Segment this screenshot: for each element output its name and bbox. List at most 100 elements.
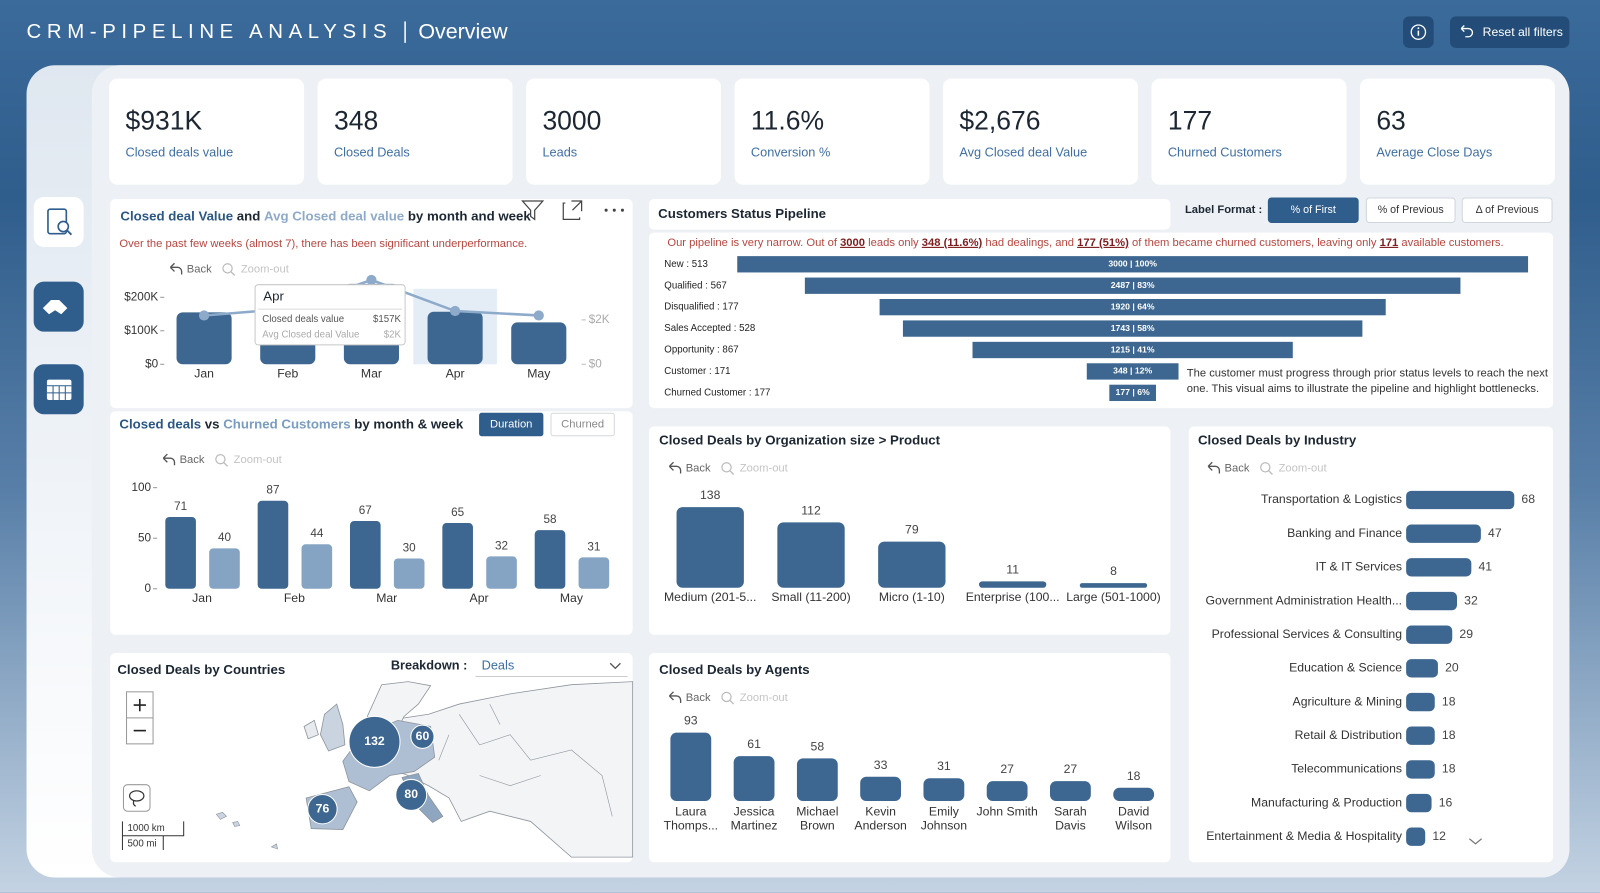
zoom-icon[interactable] [721,462,732,473]
more-dot[interactable] [604,208,608,212]
back-icon[interactable] [162,453,176,466]
bubble-label: 76 [316,801,330,815]
info-icon[interactable] [1417,27,1420,30]
annotation-figure: 348 (11.6%) [922,237,983,249]
focus-icon[interactable] [562,200,583,220]
more-dot[interactable] [612,208,616,212]
toggle-label[interactable]: Churned [561,418,604,430]
zoom-out-button[interactable]: Zoom-out [241,263,290,275]
toggle-label[interactable]: Duration [490,418,532,430]
nav-deals[interactable] [33,281,84,332]
dropdown-chevron[interactable] [609,662,621,670]
back-icon[interactable] [1207,461,1221,474]
dropdown-value[interactable]: Deals [482,658,515,673]
nav-icon[interactable] [46,385,72,400]
bar [257,500,289,589]
line-point [198,310,210,321]
label-format-option[interactable]: % of First [1291,204,1336,216]
back-button[interactable]: Back [187,263,212,275]
label-format-option[interactable]: Δ of Previous [1476,204,1539,216]
lasso-button[interactable] [122,784,151,812]
nav-calendar[interactable] [33,364,84,415]
zoom-icon[interactable] [729,470,735,475]
zoom-icon[interactable] [721,691,732,703]
value-label: 20 [1445,661,1459,675]
zoom-icon[interactable] [222,263,233,274]
bubble-label: 60 [416,729,430,743]
more-options[interactable] [604,208,624,212]
annotation: Over the past few weeks (almost 7), ther… [119,238,527,250]
reset-button-bg[interactable] [1449,16,1570,48]
reset-icon[interactable] [1460,25,1474,38]
panel [648,198,1171,230]
x-tick-label: May [527,367,551,381]
toggle-button[interactable] [550,412,615,437]
bar [777,522,845,588]
map-island [215,811,278,850]
zoom-icon[interactable] [223,462,229,467]
bar [1406,524,1481,543]
zoom-out-button[interactable]: Zoom-out [740,462,789,474]
zoom-out-button[interactable]: Zoom-out [740,692,789,704]
back-button[interactable]: Back [1224,462,1249,474]
back-icon[interactable] [169,262,183,275]
label-format-button[interactable] [1461,197,1553,223]
value-label: 16 [1439,795,1453,809]
zoom-icon[interactable] [729,700,735,705]
back-icon[interactable] [668,691,682,704]
lasso-box[interactable] [122,784,151,812]
map-bubble [395,778,428,811]
zoom-icon[interactable] [1268,470,1273,475]
nav-icon[interactable] [57,220,70,233]
info-button[interactable] [1403,16,1434,48]
info-icon[interactable] [1410,24,1427,40]
value-label: 27 [1064,762,1078,776]
tooltip-label: Avg Closed deal Value [262,329,359,340]
bar [578,557,610,589]
x-tick-label: Enterprise (100... [966,590,1060,604]
reset-button-label[interactable]: Reset all filters [1483,25,1563,39]
filter-icon[interactable] [521,200,545,221]
back-icon[interactable] [668,461,682,474]
value-label: 8 [1110,564,1117,578]
zoom-icon[interactable] [1260,462,1271,473]
kpi-value: 177 [1168,105,1212,135]
value-label: 1920 | 64% [1111,301,1155,311]
nav-icon[interactable] [42,299,68,315]
toggle-button[interactable] [479,412,544,437]
back-button[interactable]: Back [180,454,205,466]
x-tick-label: Large (501-1000) [1066,590,1161,604]
category-label: Sales Accepted : 528 [664,323,755,334]
funnel-bar [737,256,1529,273]
zoom-icon[interactable] [215,453,226,465]
nav-icon[interactable] [66,229,73,236]
label-format-button[interactable] [1365,197,1456,223]
zoom-out-button[interactable]: Zoom-out [234,454,283,466]
bubble-label: 80 [404,787,418,801]
zoom-icon[interactable] [230,271,236,276]
label-format-button[interactable] [1267,197,1359,223]
nav-icon[interactable] [47,208,68,235]
nav-tile[interactable] [33,196,84,247]
zoom-out-button[interactable]: Zoom-out [1279,462,1328,474]
nav-report[interactable] [33,196,84,247]
more-dot[interactable] [620,208,624,212]
back-button[interactable]: Back [686,692,711,704]
tooltip-value: $157K [373,314,402,325]
x-tick-label: Kevin Anderson [854,804,907,833]
y-tick-label: $200K [124,290,158,303]
bar [1406,558,1472,577]
breakdown-label: Breakdown : [391,658,468,673]
value-label: 67 [359,504,372,517]
scroll-chevron[interactable] [1468,838,1483,845]
reset-button[interactable]: Reset all filters [1449,16,1570,48]
x-tick-label: Emily Johnson [920,804,968,833]
map-bubble [348,715,401,768]
back-button[interactable]: Back [686,462,711,474]
map-zoom[interactable] [126,691,154,745]
lasso-icon[interactable] [132,800,136,807]
zoom-in[interactable] [133,698,146,712]
lasso-icon[interactable] [128,790,145,802]
y-tick-label: Professional Services & Consulting [1212,627,1403,641]
label-format-option[interactable]: % of Previous [1378,204,1444,216]
